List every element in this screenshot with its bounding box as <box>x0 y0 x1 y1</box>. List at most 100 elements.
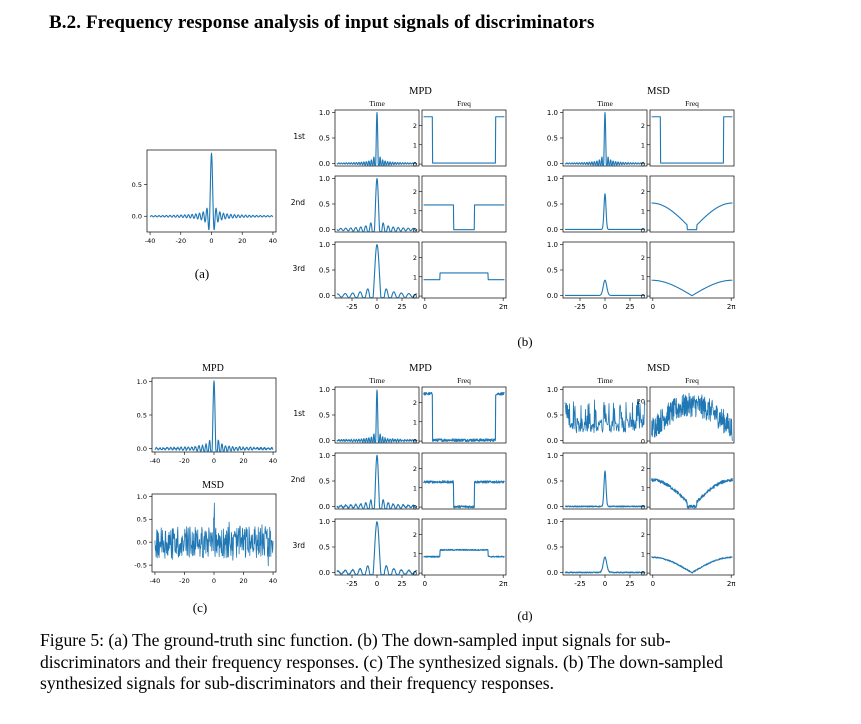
y-tick-label: 0.0 <box>137 539 147 547</box>
panel-b-msd-time-3rd: 0.0 0.5 1.0 -25 0 25 <box>547 241 648 311</box>
y-tick-label: 0.0 <box>137 445 147 453</box>
y-tick-label: 0.0 <box>319 226 330 234</box>
series-line <box>651 202 733 231</box>
series-line <box>564 193 646 230</box>
panel-b-msd-freq-3rd: 0 1 2 0 2π <box>641 241 736 311</box>
y-tick-label: 0.0 <box>547 437 558 445</box>
y-tick-label: 1 <box>641 550 645 558</box>
y-tick-label: 1.0 <box>319 452 330 460</box>
section-title: Frequency response analysis of input sig… <box>85 12 595 33</box>
series-line <box>336 454 418 510</box>
y-tick-label: 1.0 <box>319 241 330 249</box>
panel-c-mpd-plot: 0.0 0.5 1.0 -40 -20 0 20 40 <box>137 377 277 465</box>
panel-d-mpd-freq-3rd: 0 1 2 0 2π <box>413 518 508 588</box>
y-tick-label: 0 <box>641 227 645 235</box>
x-tick-label: 0 <box>651 580 655 588</box>
y-tick-label: 0 <box>413 438 417 446</box>
series-line <box>423 391 505 442</box>
row-label-3rd: 3rd <box>293 541 306 550</box>
y-tick-label: 0.5 <box>319 478 330 486</box>
plot-frame <box>562 518 648 576</box>
panel-label-c: (c) <box>193 600 207 615</box>
plot-frame <box>649 518 735 576</box>
panel-d-msd-freq-2nd: 0 1 2 <box>641 452 735 512</box>
series-line <box>336 389 418 444</box>
column-header-freq: Freq <box>685 99 699 108</box>
y-tick-label: 0.0 <box>547 292 558 300</box>
y-tick-label: 0.5 <box>319 135 330 143</box>
y-tick-label: 2 <box>413 399 417 407</box>
series-line <box>154 502 274 567</box>
y-tick-label: 2 <box>641 122 645 130</box>
y-tick-label: 0.0 <box>319 160 330 168</box>
panel-b-mpd-freq-3rd: 0 1 2 0 2π <box>413 241 508 311</box>
panel-label-d: (d) <box>517 608 532 623</box>
y-tick-label: 0 <box>413 570 417 578</box>
x-tick-label: -20 <box>179 577 190 585</box>
y-tick-label: 2 <box>641 254 645 262</box>
plot-frame <box>649 241 735 299</box>
x-tick-label: 2π <box>499 303 508 311</box>
y-tick-label: 0.5 <box>319 544 330 552</box>
panel-d-msd-freq-3rd: 0 1 2 0 2π <box>641 518 736 588</box>
column-header-time: Time <box>597 376 613 385</box>
x-tick-label: 0 <box>603 580 607 588</box>
y-tick-label: 0.5 <box>547 135 558 143</box>
x-tick-label: -40 <box>150 457 161 465</box>
column-header-time: Time <box>369 99 385 108</box>
series-line <box>423 480 505 509</box>
y-tick-label: 1.0 <box>547 386 558 394</box>
panel-b-mpd-freq-2nd: 0 1 2 <box>413 175 507 235</box>
panel-b-msd-time-1st: 0.0 0.5 1.0 <box>547 109 648 168</box>
group-header-msd: MSD <box>647 86 670 97</box>
y-tick-label: 0.5 <box>547 412 558 420</box>
panel-b-msd-time-2nd: 0.0 0.5 1.0 <box>547 175 648 234</box>
y-tick-label: 0.0 <box>547 569 558 577</box>
series-line <box>423 204 505 231</box>
panel-c-title-msd: MSD <box>202 480 224 491</box>
row-label-2nd: 2nd <box>291 475 306 484</box>
y-tick-label: 1 <box>413 484 417 492</box>
x-tick-label: -25 <box>574 580 585 588</box>
plot-frame <box>649 386 735 444</box>
x-tick-label: 25 <box>626 580 635 588</box>
plot-frame <box>334 518 420 576</box>
series-line <box>651 279 733 297</box>
y-tick-label: 1.0 <box>137 493 147 501</box>
section-heading: B.2. Frequency response analysis of inpu… <box>49 12 594 34</box>
row-label-2nd: 2nd <box>291 198 306 207</box>
plot-frame <box>649 109 735 167</box>
panel-c-msd-plot: -0.5 0.0 0.5 1.0 -40 -20 0 20 40 <box>134 493 277 585</box>
x-tick-label: -40 <box>150 577 161 585</box>
column-header-freq: Freq <box>457 99 471 108</box>
series-line <box>651 392 733 441</box>
panel-b-mpd-time-2nd: 0.0 0.5 1.0 <box>319 175 420 234</box>
plot-frame <box>421 175 507 233</box>
y-tick-label: -0.5 <box>134 562 147 570</box>
row-label-3rd: 3rd <box>293 264 306 273</box>
section-number: B.2. <box>49 12 82 33</box>
y-tick-label: 0 <box>641 438 645 446</box>
x-tick-label: 0 <box>212 457 216 465</box>
x-tick-label: 0 <box>375 580 379 588</box>
panel-d-mpd-time-2nd: 0.0 0.5 1.0 <box>319 452 420 511</box>
y-tick-label: 0.0 <box>547 160 558 168</box>
figure-caption: Figure 5: (a) The ground-truth sinc func… <box>40 630 840 695</box>
y-tick-label: 0.0 <box>132 213 142 221</box>
series-line <box>564 399 646 434</box>
y-tick-label: 1.0 <box>319 518 330 526</box>
series-line <box>336 244 418 299</box>
y-tick-label: 1 <box>641 141 645 149</box>
y-tick-label: 0 <box>413 293 417 301</box>
y-tick-label: 2 <box>413 254 417 262</box>
y-tick-label: 1.0 <box>137 378 147 386</box>
panel-b-mpd-time-3rd: 0.0 0.5 1.0 -25 0 25 <box>319 241 420 311</box>
y-tick-label: 0 <box>641 161 645 169</box>
caption-line: discriminators and their frequency respo… <box>40 651 723 672</box>
group-header-msd: MSD <box>647 363 670 374</box>
y-tick-label: 1.0 <box>319 109 330 117</box>
y-tick-label: 0.5 <box>547 478 558 486</box>
y-tick-label: 1.0 <box>547 175 558 183</box>
y-tick-label: 1 <box>413 550 417 558</box>
